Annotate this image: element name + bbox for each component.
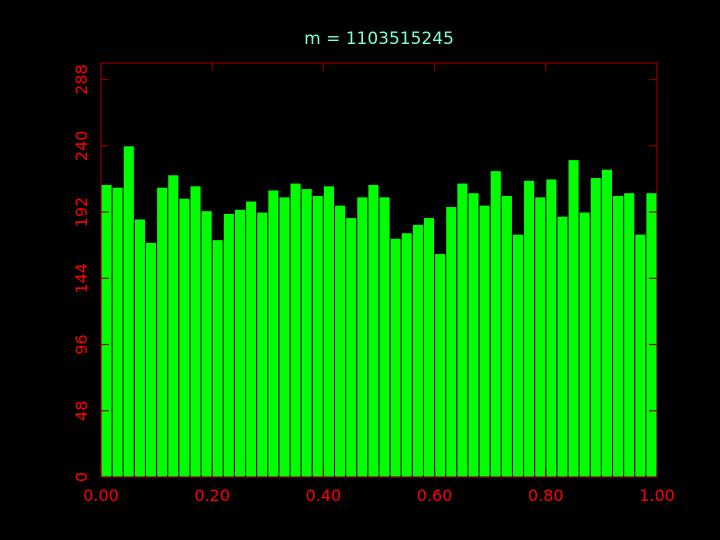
histogram-bar — [556, 215, 569, 478]
histogram-bar — [389, 237, 402, 478]
y-tick-label: 288 — [72, 64, 91, 95]
histogram-bar — [400, 232, 413, 478]
histogram-bar — [612, 194, 625, 478]
histogram-bar — [545, 178, 558, 478]
ticks-group: 0.00 0.20 0.40 0.60 0.80 1.00 0 48 96 144 192 240 28… — [72, 63, 675, 505]
histogram-bar — [645, 192, 658, 478]
x-tick-label: 0.80 — [528, 486, 564, 505]
histogram-bar — [111, 186, 124, 478]
histogram-bar — [178, 197, 191, 478]
y-tick-label: 0 — [72, 472, 91, 482]
histogram-bar — [278, 196, 291, 478]
histogram-bar — [589, 177, 602, 478]
histogram-bar — [367, 183, 380, 478]
histogram-bar — [456, 182, 469, 478]
histogram-bar — [100, 183, 113, 478]
histogram-bar — [189, 185, 202, 478]
histogram-bar — [467, 192, 480, 478]
x-tick-label: 0.00 — [83, 486, 119, 505]
y-tick-label: 240 — [72, 131, 91, 162]
histogram-bar — [411, 223, 424, 478]
histogram-bar — [267, 189, 280, 478]
chart-title: m = 1103515245 — [304, 29, 454, 49]
histogram-bar — [222, 212, 235, 478]
histogram-bar — [256, 211, 269, 478]
plot-frame — [100, 62, 658, 478]
histogram-bar — [167, 174, 180, 478]
histogram-bar — [489, 170, 502, 478]
histogram-bar — [356, 196, 369, 478]
x-tick-label: 0.40 — [306, 486, 342, 505]
x-tick-label: 0.60 — [417, 486, 453, 505]
histogram-bar — [289, 182, 302, 478]
y-tick-label: 192 — [72, 197, 91, 228]
histogram-bar — [211, 239, 224, 478]
histogram-bar — [378, 196, 391, 478]
histogram-bar — [523, 179, 536, 478]
histogram-bar — [422, 217, 436, 478]
histogram-bar — [434, 252, 447, 478]
histogram-bar — [334, 204, 347, 478]
histogram-bar — [245, 200, 258, 478]
histogram-bar — [233, 208, 247, 478]
histogram-bar — [500, 194, 513, 478]
y-tick-label: 96 — [72, 334, 91, 354]
histogram-bar — [156, 186, 169, 478]
histogram-bar — [634, 233, 647, 478]
histogram-bar — [200, 210, 213, 478]
x-tick-label: 1.00 — [639, 486, 675, 505]
histogram-bar — [600, 168, 614, 478]
histogram-bar — [478, 204, 491, 478]
histogram-bar — [300, 188, 313, 478]
histogram-bar — [623, 192, 636, 478]
histogram-bar — [445, 206, 458, 478]
y-tick-label: 144 — [72, 263, 91, 294]
histogram-bar — [144, 241, 158, 478]
histogram-bar — [534, 196, 547, 478]
histogram-bar — [578, 211, 591, 478]
histogram-bar — [345, 217, 358, 478]
histogram-bar — [311, 194, 324, 478]
x-tick-label: 0.20 — [194, 486, 230, 505]
histogram-bar — [133, 218, 146, 478]
histogram-bar — [122, 145, 135, 478]
histogram-bar — [322, 185, 336, 478]
histogram-bar — [511, 233, 525, 478]
histogram-bar — [567, 159, 580, 478]
y-tick-label: 48 — [72, 401, 91, 421]
